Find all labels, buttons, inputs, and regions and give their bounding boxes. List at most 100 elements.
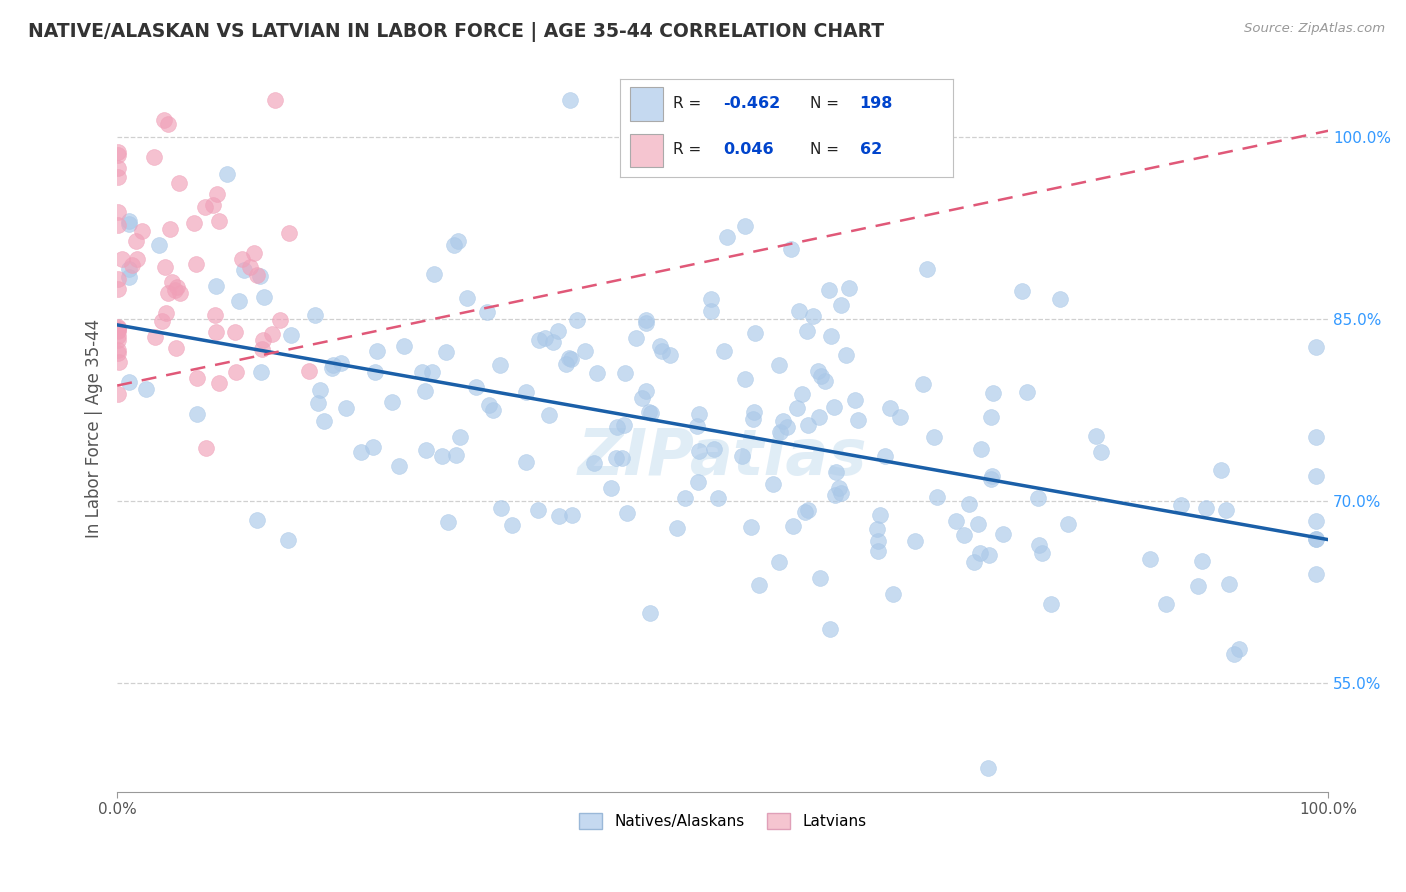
Point [465, 380, 488, 394]
Point [231, 252, 253, 267]
Point [322, 358, 344, 372]
Point [731, 449, 754, 463]
Point [107, 321, 129, 335]
Y-axis label: In Labor Force | Age 35-44: In Labor Force | Age 35-44 [86, 318, 103, 538]
Point [927, 490, 949, 504]
Point [744, 405, 766, 419]
Point [945, 515, 967, 529]
Point [160, 275, 183, 289]
Point [807, 364, 830, 378]
Point [1191, 554, 1213, 568]
Point [1305, 468, 1327, 483]
Point [980, 472, 1002, 486]
Point [143, 329, 166, 343]
Point [666, 521, 689, 535]
Point [432, 449, 454, 463]
Legend: Natives/Alaskans, Latvians: Natives/Alaskans, Latvians [572, 807, 873, 835]
Point [107, 386, 129, 401]
Point [911, 377, 934, 392]
Point [107, 204, 129, 219]
Point [969, 546, 991, 560]
Point [903, 533, 925, 548]
Point [127, 252, 149, 267]
Point [250, 365, 273, 379]
Point [828, 481, 851, 495]
Point [1039, 597, 1062, 611]
Point [561, 508, 583, 522]
Point [131, 224, 153, 238]
Point [107, 282, 129, 296]
Point [801, 310, 824, 324]
Point [648, 339, 671, 353]
Point [118, 375, 141, 389]
Point [547, 508, 569, 523]
Point [515, 455, 537, 469]
Point [1227, 642, 1250, 657]
Point [252, 333, 274, 347]
Point [866, 522, 889, 536]
Point [533, 331, 555, 345]
Point [444, 448, 467, 462]
Point [107, 343, 129, 358]
Point [277, 226, 299, 240]
Point [526, 503, 548, 517]
Point [1011, 285, 1033, 299]
Point [415, 384, 437, 399]
Point [208, 376, 231, 390]
Point [810, 368, 832, 383]
Point [411, 365, 433, 379]
Point [796, 417, 818, 432]
Point [456, 291, 478, 305]
Point [269, 312, 291, 326]
Point [1223, 647, 1246, 661]
Point [107, 145, 129, 159]
Point [825, 465, 848, 479]
Point [107, 271, 129, 285]
Point [980, 468, 1002, 483]
Point [260, 327, 283, 342]
Point [673, 491, 696, 505]
Point [249, 269, 271, 284]
Point [953, 528, 976, 542]
Point [838, 281, 860, 295]
Point [882, 587, 904, 601]
Point [107, 345, 129, 359]
Point [207, 187, 229, 202]
Point [312, 414, 335, 428]
Point [734, 219, 756, 233]
Point [541, 334, 564, 349]
Point [184, 257, 207, 271]
Point [560, 351, 582, 366]
Point [107, 169, 129, 184]
Point [108, 354, 131, 368]
Point [298, 364, 321, 378]
Point [388, 459, 411, 474]
Point [624, 330, 647, 344]
Point [482, 403, 505, 417]
Point [924, 430, 946, 444]
Point [107, 161, 129, 175]
Point [489, 358, 512, 372]
Point [823, 400, 845, 414]
Point [449, 430, 471, 444]
Point [638, 606, 661, 620]
Point [250, 342, 273, 356]
Point [478, 398, 501, 412]
Point [583, 456, 606, 470]
Point [873, 449, 896, 463]
Point [217, 167, 239, 181]
Point [1026, 491, 1049, 505]
Point [808, 409, 831, 424]
Point [796, 324, 818, 338]
Point [434, 345, 457, 359]
Point [787, 304, 810, 318]
Point [818, 622, 841, 636]
Point [977, 761, 1000, 775]
Point [159, 222, 181, 236]
Point [786, 401, 808, 415]
Point [243, 246, 266, 260]
Point [744, 326, 766, 340]
Point [716, 230, 738, 244]
Point [321, 361, 343, 376]
Point [981, 386, 1004, 401]
